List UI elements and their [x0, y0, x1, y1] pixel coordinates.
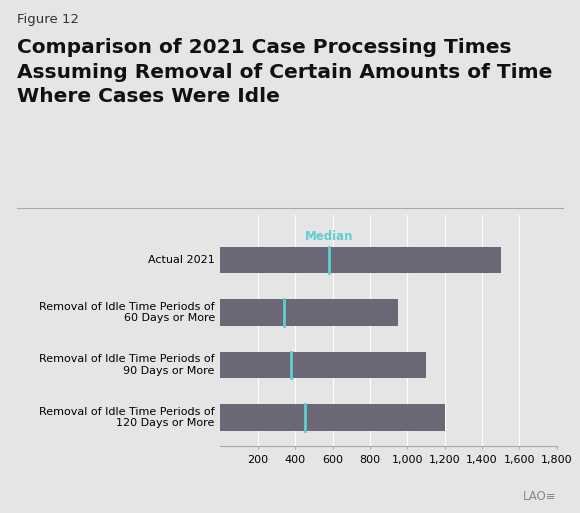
- Bar: [220, 352, 426, 378]
- Text: Figure 12: Figure 12: [17, 13, 79, 26]
- Bar: [220, 404, 445, 430]
- Text: LAO≡: LAO≡: [523, 490, 557, 503]
- Bar: [220, 300, 398, 326]
- Bar: [220, 247, 501, 273]
- Text: Median: Median: [304, 230, 353, 243]
- Text: Comparison of 2021 Case Processing Times
Assuming Removal of Certain Amounts of : Comparison of 2021 Case Processing Times…: [17, 38, 553, 106]
